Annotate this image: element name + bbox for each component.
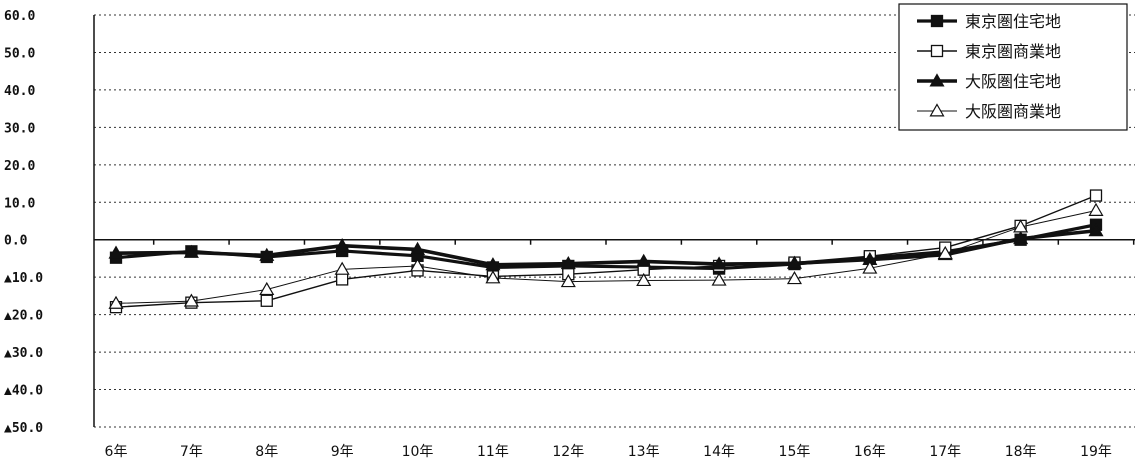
y-tick-label: 30.0 — [4, 121, 35, 136]
series-1 — [109, 218, 1103, 275]
x-tick-label: 19年 — [1080, 444, 1112, 460]
x-tick-label: 16年 — [854, 444, 886, 460]
legend-label: 東京圏商業地 — [965, 42, 1061, 61]
y-tick-label: 60.0 — [4, 9, 35, 24]
data-point — [560, 255, 576, 270]
series-line — [115, 223, 1097, 271]
x-tick-label: 12年 — [552, 444, 584, 460]
x-tick-label: 6年 — [105, 444, 128, 460]
data-point — [711, 256, 727, 270]
legend-item: 大阪圏商業地 — [917, 102, 1061, 121]
data-point — [108, 245, 124, 259]
y-tick-label: 50.0 — [4, 46, 35, 61]
y-tick-label: ▲30.0 — [4, 346, 43, 361]
data-point — [711, 272, 727, 286]
y-tick-label: ▲10.0 — [4, 271, 43, 286]
series-3 — [108, 223, 1104, 271]
data-point — [259, 281, 275, 296]
x-tick-label: 17年 — [929, 444, 961, 460]
data-point — [410, 241, 426, 255]
grid-layer — [93, 14, 1135, 428]
data-point — [1013, 219, 1029, 233]
data-point — [1089, 189, 1103, 202]
legend-item: 大阪圏住宅地 — [917, 72, 1061, 91]
legend-item: 東京圏住宅地 — [917, 12, 1061, 31]
series-line — [115, 210, 1097, 304]
x-tick-label: 11年 — [477, 444, 509, 460]
data-point — [560, 273, 576, 288]
x-tick-label: 15年 — [779, 444, 811, 460]
x-tick-label: 10年 — [402, 444, 434, 460]
data-point — [485, 257, 501, 271]
x-tick-label: 18年 — [1005, 444, 1037, 460]
x-tick-labels: 6年 7年 8年 9年 10年 11年 12年 13年 14年 15年 16年 17年 18年 19年 — [105, 444, 1112, 460]
y-tick-label: 40.0 — [4, 84, 35, 99]
series-line — [115, 194, 1097, 308]
x-tick-label: 14年 — [703, 444, 735, 460]
data-point — [636, 272, 652, 287]
y-tick-label: 20.0 — [4, 159, 35, 174]
data-point — [1088, 223, 1104, 237]
data-point — [183, 244, 199, 258]
data-point — [410, 258, 426, 272]
x-tick-label: 8年 — [255, 444, 278, 460]
y-tick-label: ▲50.0 — [4, 421, 43, 436]
data-point — [183, 293, 199, 307]
series-layer — [108, 189, 1104, 314]
data-point — [259, 247, 275, 261]
x-tick-label: 7年 — [180, 444, 203, 460]
data-point — [786, 255, 802, 269]
legend-marker — [930, 44, 944, 58]
data-point — [108, 295, 124, 309]
legend-marker — [930, 14, 944, 28]
data-point — [1013, 230, 1029, 245]
legend-label: 大阪圏商業地 — [965, 102, 1061, 121]
data-point — [334, 238, 350, 252]
data-point — [937, 245, 953, 260]
legend-marker — [929, 103, 945, 117]
legend-item: 東京圏商業地 — [917, 42, 1061, 61]
data-point — [1088, 202, 1104, 216]
data-point — [260, 294, 273, 307]
y-tick-label: 0.0 — [4, 234, 28, 249]
x-tick-label: 9年 — [331, 444, 354, 460]
data-point — [786, 270, 802, 285]
y-tick-labels: 60.0 50.0 40.0 30.0 20.0 10.0 0.0 ▲10.0 ▲20.0 ▲30… — [4, 9, 43, 436]
legend-marker — [929, 73, 945, 87]
legend-label: 東京圏住宅地 — [965, 12, 1061, 31]
y-tick-label: ▲20.0 — [4, 309, 43, 324]
data-point — [636, 253, 652, 267]
data-point — [862, 260, 878, 274]
data-point — [334, 261, 350, 275]
series-4 — [108, 202, 1104, 309]
y-tick-label: 10.0 — [4, 196, 35, 211]
legend-label: 大阪圏住宅地 — [965, 72, 1061, 91]
y-tick-label: ▲40.0 — [4, 384, 43, 399]
x-tick-label: 13年 — [628, 444, 660, 460]
data-point — [485, 270, 501, 284]
data-point — [336, 273, 349, 286]
